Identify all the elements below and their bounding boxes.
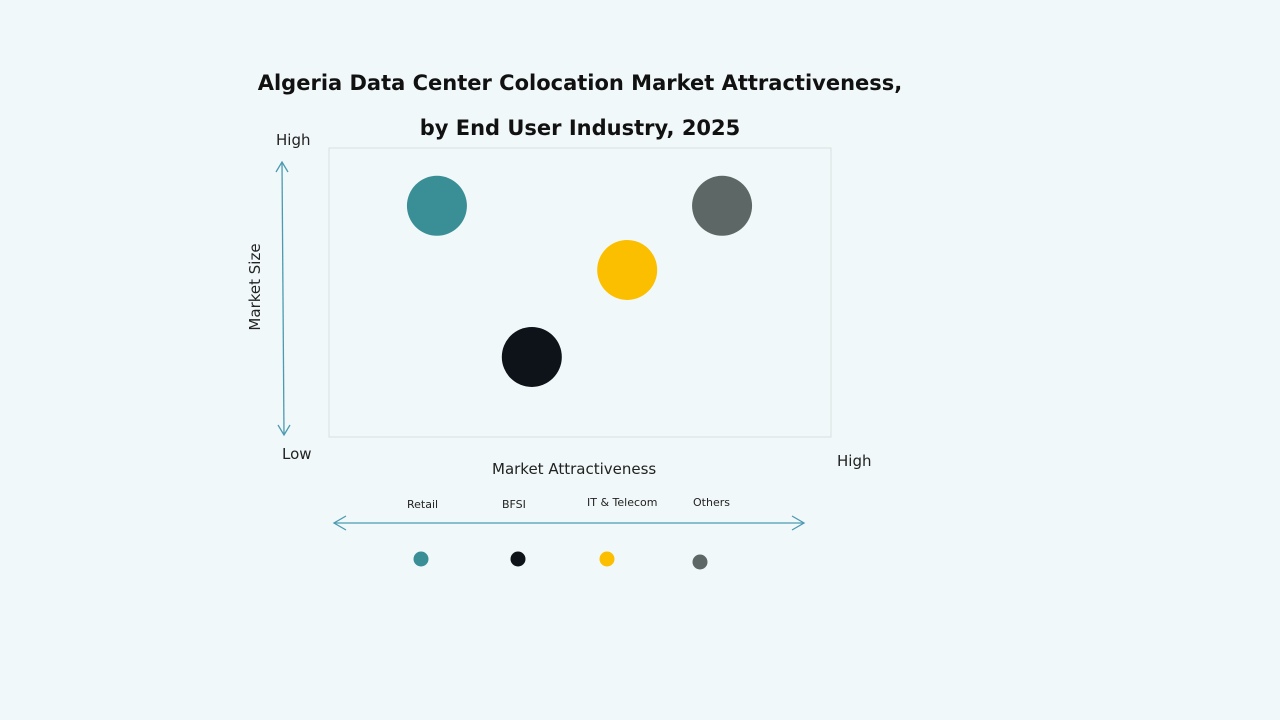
bubble-others xyxy=(692,175,753,236)
y-high-label: High xyxy=(276,131,311,149)
legend-dot-bfsi xyxy=(510,551,526,567)
x-axis-label: Market Attractiveness xyxy=(492,460,657,478)
bubble-retail xyxy=(406,175,467,236)
y-axis-arrow xyxy=(275,160,291,437)
legend-label-retail: Retail xyxy=(407,498,439,511)
legend-dot-it-telecom xyxy=(599,551,615,567)
legend-dot-retail xyxy=(413,551,429,567)
chart-title-line1: Algeria Data Center Colocation Market At… xyxy=(257,71,903,95)
x-low-label: Low xyxy=(282,445,312,463)
legend-label-it-telecom: IT & Telecom xyxy=(587,496,658,509)
bubble-bfsi xyxy=(501,326,562,387)
legend-label-bfsi: BFSI xyxy=(502,498,526,511)
legend-dot-others xyxy=(692,554,708,570)
x-high-label: High xyxy=(837,452,872,470)
legend-label-others: Others xyxy=(693,496,730,509)
bubble-it-telecom xyxy=(597,239,658,300)
plot-frame xyxy=(328,147,832,438)
y-axis-label: Market Size xyxy=(246,243,264,331)
chart-title-line2: by End User Industry, 2025 xyxy=(419,116,741,140)
legend-arrow xyxy=(332,515,806,531)
